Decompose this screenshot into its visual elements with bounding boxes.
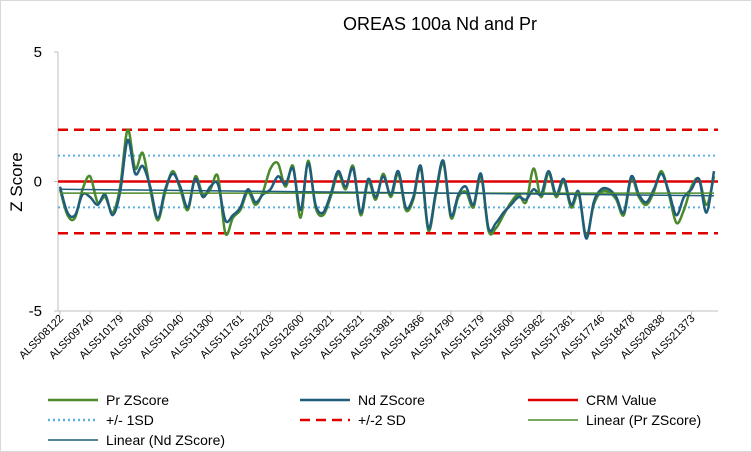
trend-line bbox=[59, 188, 715, 197]
legend-label: +/-2 SD bbox=[358, 412, 406, 428]
legend-label: Linear (Nd ZScore) bbox=[106, 432, 225, 448]
y-tick-label: 0 bbox=[34, 174, 42, 191]
legend-label: Pr ZScore bbox=[106, 392, 169, 408]
data-line bbox=[58, 138, 716, 240]
legend-label: +/- 1SD bbox=[106, 412, 154, 428]
y-tick-label: 5 bbox=[34, 44, 42, 61]
legend-label: Linear (Pr ZScore) bbox=[586, 412, 701, 428]
legend-label: CRM Value bbox=[586, 392, 657, 408]
y-axis-label: Z Score bbox=[7, 152, 26, 212]
chart-title: OREAS 100a Nd and Pr bbox=[343, 14, 537, 34]
y-tick-label: -5 bbox=[29, 303, 42, 320]
legend-label: Nd ZScore bbox=[358, 392, 425, 408]
